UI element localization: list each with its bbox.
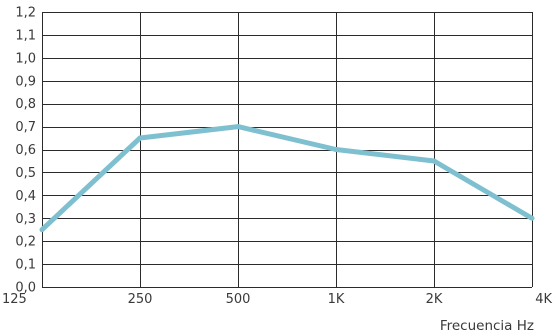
x-tick-label: 500 (226, 292, 251, 307)
y-tick-label: 0,7 (15, 120, 36, 135)
data-point (235, 124, 241, 130)
series-line (40, 124, 534, 232)
y-tick-label: 0,0 (15, 281, 36, 296)
y-tick-label: 0,4 (15, 189, 36, 204)
y-tick-label: 0,9 (15, 74, 36, 89)
x-axis-ticks: 125 250 500 1K 2K 4K (2, 292, 552, 307)
series-layer (39, 124, 535, 233)
y-tick-label: 1,0 (15, 51, 36, 66)
data-point (137, 135, 143, 141)
data-point (529, 215, 535, 221)
grid (42, 12, 533, 288)
y-tick-label: 1,2 (15, 6, 36, 21)
y-tick-label: 1,1 (15, 28, 36, 43)
data-point (333, 147, 339, 152)
y-tick-label: 0,5 (15, 166, 36, 181)
x-tick-label: 250 (128, 292, 153, 307)
y-tick-label: 0,3 (15, 212, 36, 227)
x-tick-label: 1K (328, 292, 345, 307)
y-tick-label: 0,2 (15, 235, 36, 250)
data-point (431, 158, 437, 164)
x-tick-label: 125 (2, 292, 27, 307)
y-tick-label: 0,6 (15, 143, 36, 158)
x-axis-title: Frecuencia Hz (440, 318, 534, 334)
x-tick-label: 4K (535, 292, 552, 307)
y-axis-ticks: 0,0 0,1 0,2 0,3 0,4 0,5 0,6 0,7 0,8 0,9 1,0 1,1 1,2 (15, 6, 36, 296)
x-tick-label: 2K (426, 292, 443, 307)
y-tick-label: 0,8 (15, 97, 36, 112)
y-tick-label: 0,1 (15, 258, 36, 273)
data-point (39, 227, 45, 233)
